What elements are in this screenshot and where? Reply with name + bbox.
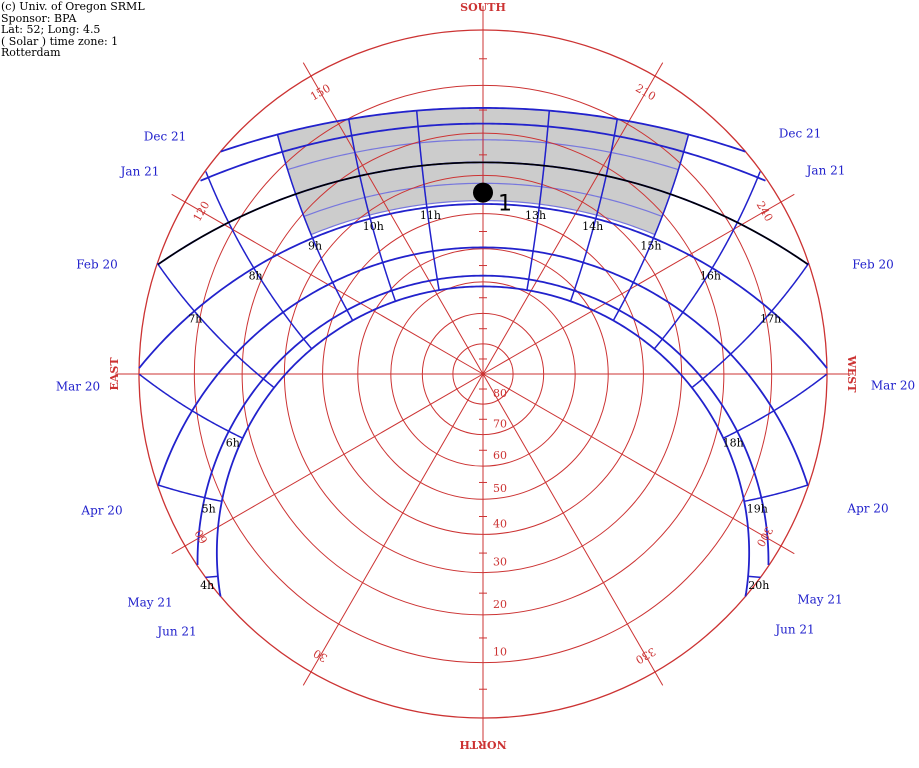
azimuth-line (302, 62, 484, 375)
date-label-west: Dec 21 (779, 127, 822, 141)
hour-label: 15h (640, 240, 661, 253)
azimuth-label: 60 (192, 527, 210, 546)
altitude-label: 70 (493, 418, 507, 431)
hour-label: 18h (723, 436, 744, 449)
chart-header: (c) Univ. of Oregon SRML Sponsor: BPA La… (1, 1, 145, 59)
sun-marker-label: 1 (498, 192, 512, 217)
hour-label: 10h (363, 220, 384, 233)
sun-marker (473, 182, 493, 203)
header-lat-long: Lat: 52; Long: 4.5 (1, 23, 101, 36)
azimuth-label: 120 (191, 199, 213, 224)
hour-line (526, 110, 551, 290)
azimuth-label: 210 (633, 82, 658, 104)
azimuth-label: 240 (754, 199, 776, 224)
hour-label: 17h (760, 313, 781, 326)
azimuth-line (302, 373, 484, 686)
date-curve (138, 203, 828, 369)
date-curve (157, 246, 809, 486)
date-label-west: Jun 21 (773, 623, 814, 637)
header-time-zone: ( Solar ) time zone: 1 (1, 34, 119, 48)
altitude-label: 10 (493, 646, 507, 659)
altitude-label: 80 (493, 387, 507, 400)
date-label-east: Mar 20 (56, 380, 100, 394)
date-curve (220, 107, 746, 153)
azimuth-line (171, 373, 484, 555)
hour-line (744, 484, 809, 502)
hour-label: 20h (748, 579, 769, 592)
compass-label-south: SOUTH (460, 1, 506, 14)
date-curve (200, 122, 766, 182)
reference-curve (157, 161, 809, 266)
header-location: Rotterdam (1, 46, 61, 59)
compass-label-east: EAST (108, 357, 121, 391)
header-sponsor: Sponsor: BPA (1, 11, 77, 25)
azimuth-label: 30 (311, 646, 330, 664)
hour-label: 13h (525, 209, 546, 222)
date-label-east: May 21 (127, 596, 172, 610)
hour-label: 8h (249, 269, 263, 282)
hour-line (691, 262, 810, 388)
hour-lines-group (138, 110, 828, 578)
date-label-west: Feb 20 (852, 258, 894, 272)
date-label-west: Jan 21 (805, 164, 846, 178)
hour-label: 7h (188, 313, 202, 326)
hour-line (348, 119, 397, 302)
compass-label-west: WEST (845, 355, 858, 394)
hour-line (276, 134, 354, 321)
date-label-east: Dec 21 (144, 130, 187, 144)
compass-label-north: NORTH (459, 738, 506, 751)
azimuth-label: 330 (633, 645, 658, 667)
date-label-east: Feb 20 (76, 258, 118, 272)
date-label-east: Jan 21 (119, 165, 160, 179)
altitude-label: 20 (493, 598, 507, 611)
hour-label: 4h (200, 579, 214, 592)
hour-line (569, 119, 618, 302)
azimuth-line (482, 373, 795, 555)
hour-label: 16h (700, 269, 721, 282)
hour-label: 9h (308, 240, 322, 253)
hour-label: 14h (582, 220, 603, 233)
hour-label: 5h (202, 503, 216, 516)
azimuth-line (482, 373, 664, 686)
hour-line (612, 134, 690, 321)
hour-line (654, 171, 761, 349)
hour-label: 6h (226, 436, 240, 449)
hour-line (205, 575, 218, 578)
header-copyright: (c) Univ. of Oregon SRML (1, 0, 145, 13)
hour-label: 11h (420, 209, 441, 222)
hour-line (156, 262, 275, 388)
hour-line (415, 110, 440, 290)
date-curves-group (138, 107, 828, 597)
azimuth-line (482, 62, 664, 375)
date-curve (215, 285, 751, 597)
altitude-label: 60 (493, 449, 507, 462)
date-label-west: Mar 20 (871, 379, 915, 393)
hour-line (748, 575, 761, 578)
date-label-east: Jun 21 (155, 625, 196, 639)
azimuth-label: 300 (754, 524, 776, 549)
hour-label: 19h (747, 503, 768, 516)
hour-line (723, 373, 828, 439)
azimuth-label: 150 (308, 82, 333, 104)
date-label-east: Apr 20 (80, 504, 122, 518)
altitude-label: 30 (493, 556, 507, 569)
altitude-label: 40 (493, 517, 507, 530)
polar-grid-group (114, 5, 852, 743)
date-label-west: Apr 20 (846, 502, 888, 516)
hour-line (157, 484, 222, 502)
hour-line (205, 171, 312, 349)
date-curve (196, 274, 770, 566)
hour-line (138, 373, 243, 439)
date-label-west: May 21 (797, 593, 842, 607)
altitude-label: 50 (493, 482, 507, 495)
